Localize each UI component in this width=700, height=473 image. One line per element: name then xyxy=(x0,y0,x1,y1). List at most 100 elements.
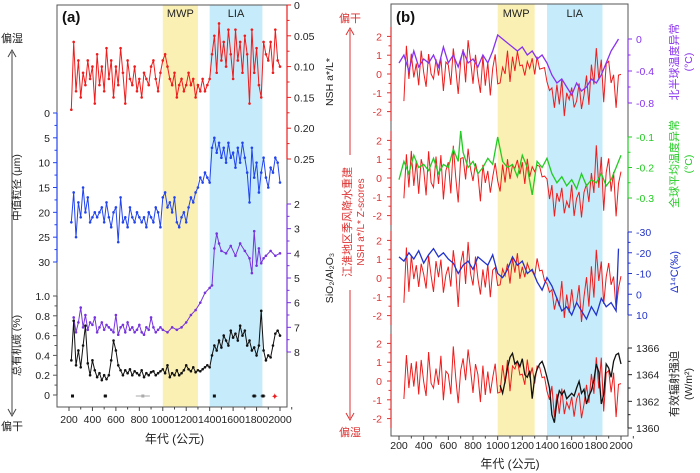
series-line xyxy=(398,130,622,196)
data-point xyxy=(159,71,162,75)
data-point xyxy=(238,242,242,245)
data-point xyxy=(252,71,256,75)
series-0: 0 0.05 0.10 0.15 0.20 0.25 NSH a*/L* xyxy=(70,0,336,166)
dating-marker xyxy=(212,394,216,398)
data-point xyxy=(152,369,155,373)
data-point xyxy=(189,83,193,87)
data-point xyxy=(105,201,108,204)
data-point xyxy=(227,141,230,145)
data-point xyxy=(198,301,202,304)
data-point xyxy=(93,368,97,372)
data-point xyxy=(217,242,221,245)
data-point xyxy=(177,83,181,87)
data-point xyxy=(77,321,80,324)
period-label-mwp: MWP xyxy=(503,8,530,20)
right-axis-label: 全球平均温度异常 xyxy=(667,120,681,208)
data-point xyxy=(276,59,279,62)
data-point xyxy=(116,364,120,367)
data-point xyxy=(133,369,136,373)
y-tick-label: 2 xyxy=(376,235,382,247)
data-point xyxy=(119,368,122,372)
y-axis-label: 中值粒径 (μm) xyxy=(10,154,23,221)
data-point xyxy=(154,330,158,334)
data-point xyxy=(123,368,127,372)
data-point xyxy=(163,371,167,375)
data-point xyxy=(259,261,263,265)
y-tick-label: 10 xyxy=(636,310,648,322)
data-point xyxy=(142,71,146,75)
data-point xyxy=(257,191,261,194)
data-point xyxy=(163,191,167,194)
x-tick-label: 800 xyxy=(464,440,482,452)
data-point xyxy=(201,367,204,371)
data-point xyxy=(236,339,240,342)
data-point xyxy=(123,330,127,334)
data-point xyxy=(215,349,218,352)
data-point xyxy=(112,211,115,214)
y-tick-label: 0 xyxy=(44,108,50,120)
marker-point xyxy=(212,394,216,398)
data-point xyxy=(109,59,113,62)
data-point xyxy=(241,141,244,145)
data-point xyxy=(138,373,141,377)
data-point xyxy=(86,328,90,332)
data-point xyxy=(152,59,155,62)
y-tick-label: -30 xyxy=(636,227,651,239)
panel-label-a: (a) xyxy=(62,9,80,26)
data-point xyxy=(95,216,99,219)
data-point xyxy=(168,201,172,204)
data-point xyxy=(224,161,228,164)
y-tick-label: 1 xyxy=(376,50,382,62)
data-point xyxy=(107,373,111,377)
data-point xyxy=(123,216,127,219)
x-tick-label: 800 xyxy=(131,414,149,426)
data-point xyxy=(274,254,277,258)
y-tick-label: 0.20 xyxy=(294,123,315,135)
data-point xyxy=(140,96,143,99)
data-point xyxy=(259,171,263,174)
data-point xyxy=(81,344,85,347)
y-tick-label: -2 xyxy=(373,414,382,426)
dating-marker xyxy=(260,394,266,398)
y-tick-label: 2 xyxy=(376,31,382,43)
y-tick-label: -2 xyxy=(373,211,382,223)
dating-marker: ✦ xyxy=(271,392,279,402)
x-tick-label: 1000 xyxy=(486,440,510,452)
data-point xyxy=(161,328,165,332)
data-point xyxy=(112,96,115,99)
data-point xyxy=(119,196,122,199)
data-point xyxy=(114,65,118,68)
data-point xyxy=(180,371,183,375)
y-tick-label: -0.3 xyxy=(636,193,654,205)
data-point xyxy=(156,89,160,93)
marker-point xyxy=(141,394,145,398)
dry-label: 偏干 xyxy=(1,419,23,433)
data-point xyxy=(93,102,97,105)
data-point xyxy=(156,371,160,375)
data-point xyxy=(166,330,169,334)
data-point xyxy=(84,211,87,214)
y-tick-label: -1 xyxy=(373,88,382,100)
series-3: 0 0.2 0.4 0.6 0.8 1.0 总有机碳 (%) xyxy=(10,291,282,402)
data-point xyxy=(140,220,143,224)
data-point xyxy=(116,83,120,87)
row-1: 2 1 0 -1 -2 0 -0.4 -0.8 北半球温度异常 (°C) xyxy=(373,24,695,121)
data-point xyxy=(213,34,216,38)
data-point xyxy=(79,306,83,309)
marker-point xyxy=(252,394,256,398)
data-point xyxy=(88,321,92,324)
y-tick-label: -1 xyxy=(373,192,382,204)
data-point xyxy=(217,22,221,25)
data-point xyxy=(84,324,87,328)
y-tick-label: 0 xyxy=(44,390,50,402)
series-line xyxy=(70,23,281,110)
data-point xyxy=(142,333,146,337)
data-point xyxy=(184,364,188,367)
data-point xyxy=(173,196,176,199)
data-point xyxy=(206,364,209,367)
series-line xyxy=(73,231,281,336)
series-line xyxy=(499,351,622,423)
data-point xyxy=(217,339,221,342)
